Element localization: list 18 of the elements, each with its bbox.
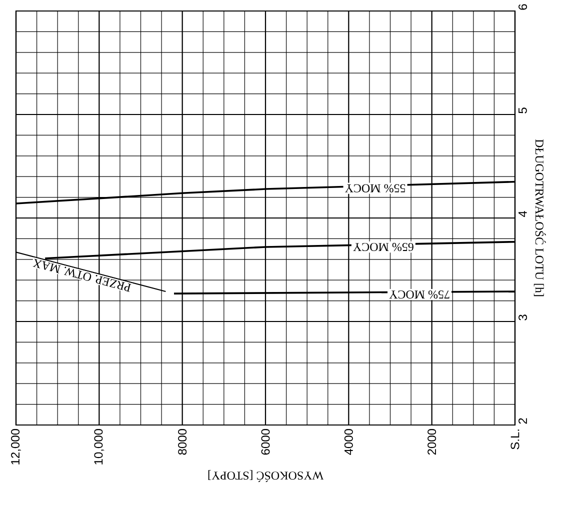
x-tick-label: 6000 [261, 428, 270, 455]
x-tick-label: 4000 [344, 428, 353, 455]
x-tick-label: S.L. [510, 430, 520, 450]
x-axis-title: WYSOKOŚĆ [STOPY] [208, 470, 324, 482]
text: PRZEP. OTW. MAX [32, 258, 132, 292]
x-tick-label: 10,000 [94, 428, 104, 464]
x-tick-label: 2000 [428, 428, 436, 455]
y-tick-label: 4 [518, 211, 527, 218]
y-tick-label: 6 [518, 4, 528, 10]
y-tick-label: 5 [518, 108, 527, 114]
series-label: 55% MOCY [345, 184, 406, 192]
y-tick-label: 3 [518, 314, 528, 320]
series-label: 75% MOCY [389, 290, 450, 299]
x-tick-label: 12,000 [11, 428, 21, 464]
series-label: 65% MOCY [353, 242, 414, 252]
y-tick-label: 2 [518, 418, 527, 424]
y-axis-title: DŁUGOTRWAŁOŚĆ LOTU [h] [534, 139, 546, 296]
x-tick-label: 8000 [178, 428, 187, 455]
